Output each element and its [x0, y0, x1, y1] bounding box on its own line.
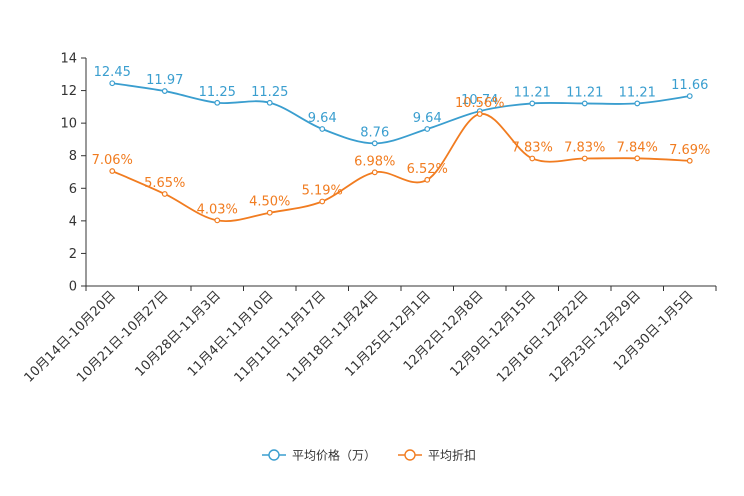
legend-item-2: 平均折扣 [398, 448, 476, 463]
data-point [214, 99, 221, 106]
data-point [686, 93, 693, 100]
data-label: 11.25 [199, 85, 236, 100]
data-point [161, 88, 168, 94]
data-point [581, 155, 588, 162]
data-label: 7.83% [564, 140, 605, 155]
data-point [266, 209, 273, 216]
data-label: 12.45 [94, 65, 131, 80]
legend-marker-swatch [404, 449, 416, 461]
data-point [424, 176, 431, 183]
data-label: 6.52% [407, 162, 448, 177]
data-point [634, 100, 641, 107]
data-label: 7.69% [669, 143, 710, 158]
y-tick-label: 14 [60, 52, 77, 67]
data-label: 7.83% [512, 140, 553, 155]
data-point [529, 155, 536, 162]
y-tick-label: 4 [69, 214, 77, 229]
x-tick-label: 11月18日-11月24日 [284, 288, 381, 385]
data-label: 11.21 [566, 85, 603, 100]
data-label: 4.50% [249, 195, 290, 210]
data-point [109, 80, 116, 87]
y-tick-label: 8 [69, 149, 77, 164]
legend-item-1: 平均价格（万） [262, 448, 376, 463]
data-point [371, 169, 378, 176]
chart-axes: 0246810121410月14日-10月20日10月21日-10月27日10月… [22, 52, 717, 386]
data-label: 11.21 [514, 85, 551, 100]
series-line-1 [112, 82, 690, 145]
data-label: 6.98% [354, 154, 395, 169]
x-tick-label: 11月11日-11月17日 [232, 288, 329, 385]
chart-series [109, 80, 693, 224]
data-point [161, 191, 168, 197]
legend-label: 平均价格（万） [292, 448, 376, 463]
data-label: 4.03% [197, 202, 238, 217]
y-tick-label: 0 [69, 280, 77, 295]
data-label: 5.65% [144, 176, 185, 191]
x-tick-label: 10月14日-10月20日 [22, 288, 119, 385]
data-label: 9.64 [413, 111, 442, 126]
y-tick-label: 10 [60, 117, 77, 132]
x-tick-label: 12月16日-12月22日 [494, 288, 591, 385]
data-label: 11.21 [619, 85, 656, 100]
chart-data-labels: 12.45 11.97 11.25 11.25 9.64 8.76 9.64 10.74 11.… [92, 65, 711, 217]
y-tick-label: 6 [69, 182, 77, 197]
x-tick-label: 10月21日-10月27日 [74, 288, 171, 385]
data-label: 10.74 [461, 93, 498, 108]
data-point [266, 99, 273, 106]
data-point [634, 155, 641, 162]
x-tick-label: 12月23日-12月29日 [547, 288, 644, 385]
chart-legend: 平均价格（万） 平均折扣 [262, 448, 476, 463]
data-point [371, 140, 378, 147]
data-label: 10.56% [455, 96, 505, 111]
data-point [109, 168, 116, 174]
data-label: 8.76 [360, 125, 389, 140]
data-point [424, 126, 431, 132]
data-point [686, 157, 693, 164]
data-point [529, 100, 536, 107]
data-point [581, 100, 588, 107]
data-label: 7.84% [617, 140, 658, 155]
data-label: 9.64 [308, 111, 337, 126]
legend-label: 平均折扣 [428, 448, 476, 463]
data-point [214, 217, 221, 224]
data-label: 11.66 [671, 78, 708, 93]
data-point [319, 126, 326, 132]
data-point [476, 111, 483, 117]
data-label: 5.19% [302, 183, 343, 198]
legend-marker-swatch [268, 449, 280, 461]
data-label: 11.97 [146, 73, 183, 88]
y-tick-label: 12 [60, 84, 77, 99]
data-label: 7.06% [92, 153, 133, 168]
data-label: 11.25 [251, 85, 288, 100]
data-point [319, 198, 326, 205]
y-tick-label: 2 [69, 247, 77, 262]
